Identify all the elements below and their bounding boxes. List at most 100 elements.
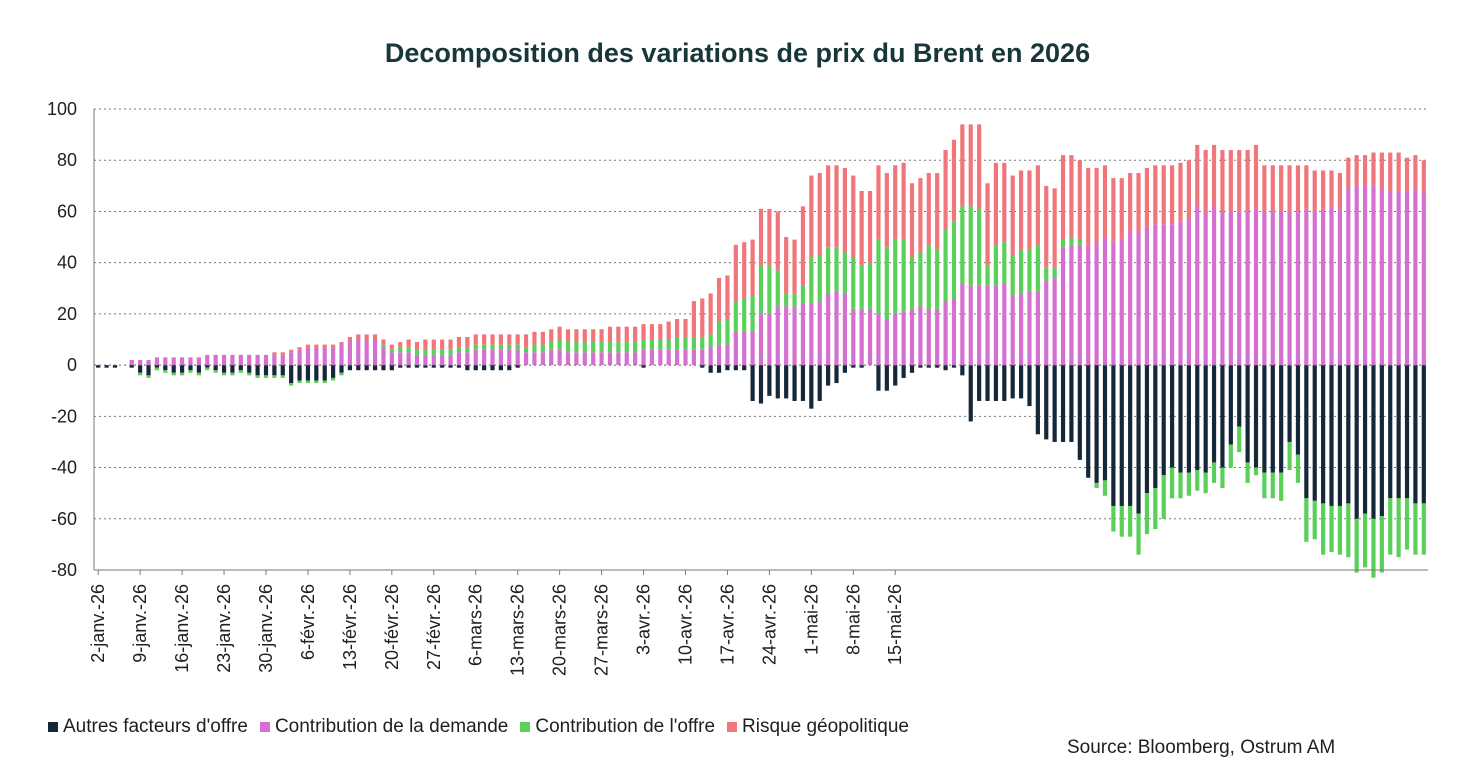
- bar-segment: [893, 365, 898, 386]
- bar-segment: [767, 265, 772, 314]
- bar-segment: [1211, 144, 1217, 207]
- bar-segment: [498, 344, 503, 350]
- bar-segment: [1228, 365, 1233, 445]
- bar-segment: [1312, 500, 1317, 540]
- legend-item-offre: Contribution de l'offre: [520, 716, 715, 738]
- bar-segment: [960, 124, 965, 207]
- bar-segment: [138, 372, 143, 376]
- bar-segment: [616, 326, 621, 343]
- bar-segment: [1010, 365, 1015, 399]
- bar-segment: [1203, 149, 1208, 212]
- bar-segment: [347, 336, 352, 343]
- x-tick-label: 27-févr.-26: [424, 584, 444, 670]
- bar-segment: [490, 344, 495, 350]
- bar-segment: [977, 208, 982, 286]
- bar-segment: [1119, 239, 1124, 366]
- legend-item-risque: Risque géopolitique: [727, 716, 909, 738]
- bar-segment: [1060, 239, 1066, 248]
- bar-segment: [817, 301, 822, 366]
- bar-segment: [1379, 188, 1384, 366]
- bar-segment: [356, 365, 361, 371]
- bar-segment: [440, 339, 445, 350]
- legend-item-autres-facteurs: Autres facteurs d'offre: [48, 716, 248, 738]
- bar-segment: [951, 221, 957, 299]
- bar-segment: [951, 365, 957, 368]
- y-tick-label: 60: [57, 201, 77, 221]
- bar-segment: [943, 149, 948, 230]
- legend-swatch: [48, 722, 58, 732]
- bar-segment: [649, 324, 655, 340]
- bar-segment: [1153, 224, 1158, 366]
- bar-segment: [666, 349, 671, 366]
- bar-segment: [431, 339, 436, 350]
- bar-segment: [591, 329, 596, 343]
- bar-segment: [716, 365, 722, 373]
- bar-segment: [230, 372, 235, 376]
- bar-segment: [1312, 170, 1317, 212]
- bar-segment: [414, 349, 420, 355]
- bar-segment: [607, 352, 613, 366]
- bar-segment: [716, 278, 722, 322]
- bar-segment: [884, 319, 889, 366]
- bar-segment: [1279, 165, 1284, 212]
- bar-segment: [406, 347, 411, 353]
- bar-segment: [456, 347, 462, 353]
- bar-segment: [775, 306, 780, 366]
- bar-segment: [565, 342, 571, 353]
- bar-segment: [247, 354, 252, 366]
- bar-segment: [1128, 505, 1133, 537]
- bar-segment: [708, 293, 713, 335]
- bar-segment: [171, 357, 176, 366]
- x-tick-label: 8-mai-26: [843, 584, 863, 655]
- x-tick-label: 6-févr.-26: [298, 584, 318, 660]
- bar-segment: [331, 365, 336, 378]
- bar-segment: [381, 339, 386, 345]
- bar-segment: [834, 247, 839, 291]
- bar-segment: [1304, 498, 1309, 542]
- bar-segment: [1262, 472, 1267, 499]
- bar-segment: [1153, 488, 1158, 530]
- bar-segment: [1237, 149, 1242, 212]
- bar-segment: [960, 206, 965, 284]
- bar-segment: [431, 354, 436, 366]
- legend-swatch: [727, 722, 738, 732]
- bar-segment: [624, 352, 629, 366]
- bar-segment: [1253, 208, 1259, 366]
- bar-segment: [867, 190, 873, 263]
- bar-segment: [138, 359, 143, 366]
- bar-segment: [1279, 472, 1284, 501]
- legend-item-demande: Contribution de la demande: [259, 716, 508, 738]
- bar-segment: [624, 342, 629, 353]
- bar-segment: [817, 173, 822, 255]
- bar-segment: [918, 306, 923, 366]
- bar-segment: [423, 339, 428, 350]
- bar-segment: [322, 344, 327, 348]
- bar-segment: [1287, 441, 1292, 471]
- bar-segment: [1413, 365, 1418, 504]
- bar-segment: [708, 365, 713, 373]
- bar-segment: [1018, 293, 1024, 366]
- bar-segment: [1421, 160, 1426, 194]
- bar-segment: [1102, 480, 1108, 496]
- y-tick-label: -60: [51, 509, 77, 529]
- bar-segment: [1220, 211, 1225, 366]
- bar-segment: [1287, 211, 1292, 366]
- bar-segment: [968, 206, 973, 286]
- bar-segment: [381, 344, 386, 348]
- bar-segment: [1069, 237, 1074, 245]
- bar-segment: [280, 352, 285, 355]
- bar-segment: [498, 365, 503, 371]
- bar-segment: [1128, 365, 1133, 506]
- bar-segment: [1077, 244, 1082, 366]
- bar-segment: [549, 329, 554, 343]
- bar-segment: [1161, 165, 1166, 225]
- bar-segment: [565, 329, 571, 343]
- bar-segment: [515, 365, 520, 368]
- bar-segment: [951, 139, 957, 222]
- bar-segment: [1396, 498, 1401, 558]
- bar-segment: [414, 342, 420, 350]
- bar-segment: [372, 334, 378, 340]
- x-tick-label: 15-mai-26: [885, 584, 905, 665]
- bar-segment: [633, 342, 638, 353]
- bar-segment: [800, 365, 806, 401]
